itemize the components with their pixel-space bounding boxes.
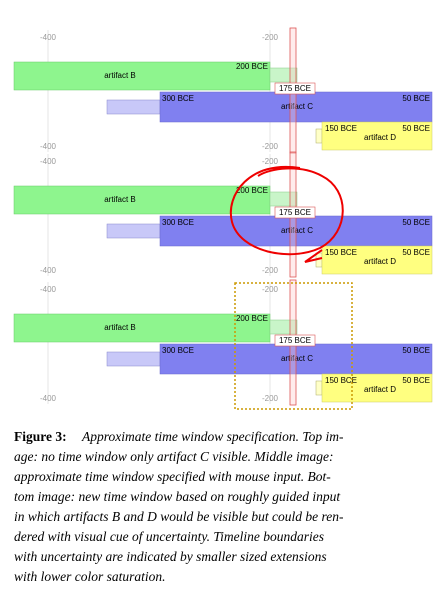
bar-d-start: 150 BCE	[325, 124, 357, 133]
bar-c-extension	[106, 223, 161, 239]
bar-d-extension	[315, 380, 323, 396]
bar-c-name: artifact C	[281, 226, 313, 235]
bar-d-name: artifact D	[364, 133, 396, 142]
bar-b	[13, 61, 271, 91]
axis-label: -200	[262, 285, 279, 294]
axis-label: -400	[40, 33, 57, 42]
bar-c-start: 300 BCE	[162, 218, 194, 227]
scribble-circle	[229, 165, 344, 263]
bar-d-extension	[315, 128, 323, 144]
caption-line: age: no time window only artifact C visi…	[14, 449, 333, 464]
bar-d	[321, 373, 433, 403]
caption-label: Figure 3:	[14, 429, 67, 444]
axis-label: -400	[40, 142, 57, 151]
window-label: 175 BCE	[279, 208, 311, 217]
caption-line: approximate time window specified with m…	[14, 469, 331, 484]
bar-d-start: 150 BCE	[325, 376, 357, 385]
bar-d-name: artifact D	[364, 385, 396, 394]
bar-c-name: artifact C	[281, 102, 313, 111]
window-label: 175 BCE	[279, 336, 311, 345]
caption-line: dered with visual cue of uncertainty. Ti…	[14, 529, 324, 544]
bar-d-end: 50 BCE	[402, 248, 430, 257]
window-label-box	[274, 82, 316, 95]
bar-c-start: 300 BCE	[162, 94, 194, 103]
axis-label: -200	[262, 33, 279, 42]
bar-d	[321, 245, 433, 275]
bar-c-start: 300 BCE	[162, 346, 194, 355]
bar-d-end: 50 BCE	[402, 124, 430, 133]
bar-c-end: 50 BCE	[402, 218, 430, 227]
bar-b-name: artifact B	[104, 71, 136, 80]
axis-label: -400	[40, 157, 57, 166]
bar-b-start: 200 BCE	[236, 62, 268, 71]
bar-c-extension	[106, 99, 161, 115]
axis-label: -400	[40, 394, 57, 403]
axis-label: -400	[40, 266, 57, 275]
bar-d-start: 150 BCE	[325, 248, 357, 257]
dotted-window	[234, 282, 353, 410]
axis-label: -200	[262, 394, 279, 403]
caption-line: with lower color saturation.	[14, 569, 166, 584]
bar-b-name: artifact B	[104, 195, 136, 204]
caption-line: tom image: new time window based on roug…	[14, 489, 341, 504]
bar-c-end: 50 BCE	[402, 94, 430, 103]
bar-b-name: artifact B	[104, 323, 136, 332]
bar-b-start: 200 BCE	[236, 186, 268, 195]
caption-line: with uncertainty are indicated by smalle…	[14, 549, 327, 564]
bar-b-start: 200 BCE	[236, 314, 268, 323]
axis-label: -200	[262, 157, 279, 166]
bar-b	[13, 185, 271, 215]
axis-label: -200	[262, 142, 279, 151]
bar-c-end: 50 BCE	[402, 346, 430, 355]
caption-line: Approximate time window specification. T…	[81, 429, 344, 444]
bar-b	[13, 313, 271, 343]
axis-label: -200	[262, 266, 279, 275]
window-label: 175 BCE	[279, 84, 311, 93]
bar-c-name: artifact C	[281, 354, 313, 363]
bar-d-end: 50 BCE	[402, 376, 430, 385]
bar-d-name: artifact D	[364, 257, 396, 266]
window-label-box	[274, 206, 316, 219]
axis-label: -400	[40, 285, 57, 294]
bar-c-extension	[106, 351, 161, 367]
caption-line: in which artifacts B and D would be visi…	[14, 509, 344, 524]
bar-d	[321, 121, 433, 151]
window-label-box	[274, 334, 316, 347]
